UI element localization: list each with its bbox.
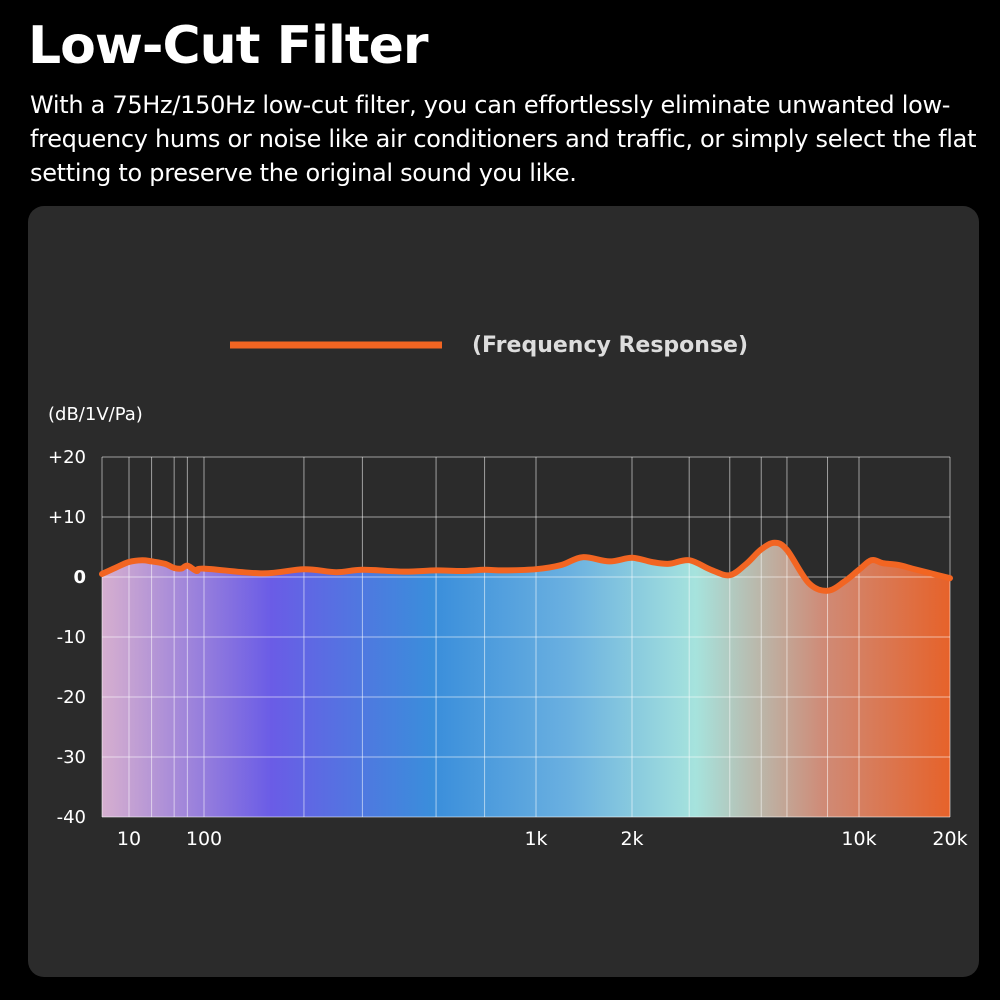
x-axis-ticks: 10 100 1k 2k 10k 20k	[117, 828, 968, 850]
x-tick-label: 1k	[524, 828, 547, 850]
y-tick-label: +20	[48, 447, 86, 468]
y-tick-label: -10	[57, 627, 86, 648]
y-axis-label: (dB/1V/Pa)	[48, 404, 143, 425]
frequency-response-line	[99, 539, 953, 594]
legend-label: (Frequency Response)	[472, 333, 748, 358]
page-description: With a 75Hz/150Hz low-cut filter, you ca…	[30, 91, 977, 187]
x-tick-label: 10	[117, 828, 141, 850]
frequency-response-chart: (Frequency Response) (dB/1V/Pa) +20 +10 0 -…	[48, 333, 968, 850]
frequency-response-area	[102, 542, 950, 817]
x-tick-label: 10k	[841, 828, 876, 850]
page-title: Low-Cut Filter	[28, 16, 429, 76]
chart-panel: (Frequency Response) (dB/1V/Pa) +20 +10 0 -…	[28, 206, 979, 977]
y-tick-label: -40	[57, 807, 86, 828]
y-tick-label: -30	[57, 747, 86, 768]
grid	[101, 456, 951, 818]
y-tick-label: -20	[57, 687, 86, 708]
y-tick-label: +10	[48, 507, 86, 528]
x-tick-label: 20k	[932, 828, 967, 850]
y-axis-ticks: +20 +10 0 -10 -20 -30 -40	[48, 447, 86, 828]
y-tick-label: 0	[73, 567, 86, 588]
x-tick-label: 2k	[620, 828, 643, 850]
x-tick-label: 100	[186, 828, 222, 850]
